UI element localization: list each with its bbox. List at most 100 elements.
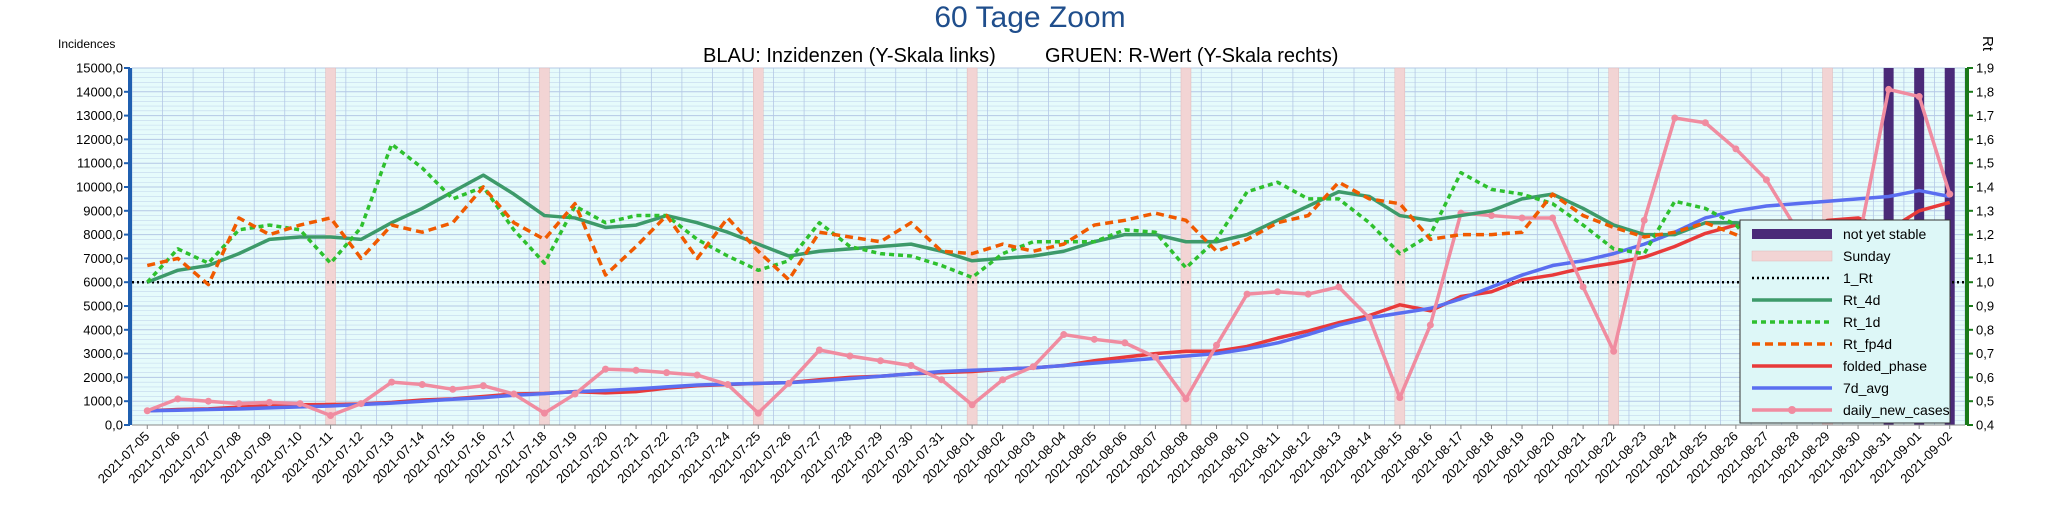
y-tick-label-right: 0,4 <box>1976 418 1994 433</box>
chart-subtitle-right: GRUEN: R-Wert (Y-Skala rechts) <box>1045 45 1338 67</box>
series-daily-new-cases-point <box>1243 290 1251 298</box>
series-daily-new-cases-point <box>1732 145 1740 153</box>
series-daily-new-cases-point <box>876 357 884 365</box>
y-tick-label-left: 11000,0 <box>77 156 123 171</box>
y-tick-label-right: 0,7 <box>1976 346 1994 361</box>
series-rt-1d-line <box>145 142 1952 308</box>
y-tick-label-right: 1,2 <box>1976 227 1994 242</box>
series-daily-new-cases-point <box>1090 335 1098 343</box>
series-daily-new-cases-point <box>1121 339 1129 347</box>
y-tick-label-left: 10000,0 <box>76 180 123 195</box>
series-daily-new-cases-point <box>938 376 946 384</box>
series-daily-new-cases-point <box>663 369 671 377</box>
y-tick-label-right: 1,1 <box>1976 251 1994 266</box>
series-daily-new-cases-point <box>1915 93 1923 101</box>
series-daily-new-cases-point <box>1365 314 1373 322</box>
series-daily-new-cases-point <box>1671 114 1679 122</box>
series-daily-new-cases-point <box>1396 394 1404 402</box>
y-tick-label-right: 1,7 <box>1976 108 1994 123</box>
legend-label: 7d_avg <box>1843 380 1889 396</box>
legend-label: Rt_4d <box>1843 292 1880 308</box>
sunday-band <box>1180 67 1192 426</box>
legend-label: 1_Rt <box>1843 270 1873 286</box>
series-daily-new-cases-line <box>146 87 1952 418</box>
series-daily-new-cases-point <box>479 382 487 390</box>
series-daily-new-cases-point <box>815 346 823 354</box>
y-tick-label-left: 0,0 <box>105 418 123 433</box>
y-axis-title-right: Rt <box>1979 36 1996 52</box>
series-daily-new-cases-point <box>235 400 243 408</box>
series-daily-new-cases-point <box>1335 283 1343 291</box>
chart-subtitle-left: BLAU: Inzidenzen (Y-Skala links) <box>703 45 996 67</box>
y-tick-label-left: 14000,0 <box>76 84 123 99</box>
y-tick-label-left: 3000,0 <box>83 346 123 361</box>
y-tick-label-left: 12000,0 <box>76 132 123 147</box>
series-daily-new-cases-point <box>1029 363 1037 371</box>
series-daily-new-cases-point <box>1182 395 1190 403</box>
y-axis-title-left: Incidences <box>58 37 115 51</box>
series-daily-new-cases-point <box>632 366 640 374</box>
legend-label: Sunday <box>1843 248 1890 264</box>
y-tick-label-left: 13000,0 <box>76 108 123 123</box>
series-daily-new-cases-point <box>1762 176 1770 184</box>
series-rt-fp4d-line <box>146 180 1952 300</box>
series-daily-new-cases-point <box>1426 321 1434 329</box>
y-tick-label-right: 1,5 <box>1976 156 1994 171</box>
chart-title: 60 Tage Zoom <box>934 1 1125 34</box>
y-tick-label-right: 1,9 <box>1976 61 1994 76</box>
y-tick-label-left: 2000,0 <box>83 370 123 385</box>
series-daily-new-cases-point <box>1946 190 1954 198</box>
legend-symbol-sunday <box>1751 250 1833 262</box>
series-daily-new-cases-point <box>204 397 212 405</box>
y-tick-label-right: 0,6 <box>1976 370 1994 385</box>
series-daily-new-cases-point <box>296 400 304 408</box>
y-tick-label-left: 4000,0 <box>83 322 123 337</box>
y-tick-label-left: 8000,0 <box>83 227 123 242</box>
legend-symbol-not-yet-stable <box>1752 229 1832 239</box>
y-tick-label-left: 1000,0 <box>83 394 123 409</box>
series-daily-new-cases-point <box>357 400 365 408</box>
series-daily-new-cases-point <box>785 379 793 387</box>
series-daily-new-cases-point <box>1213 341 1221 349</box>
y-tick-label-right: 0,9 <box>1976 299 1994 314</box>
series-daily-new-cases-point <box>1151 353 1159 361</box>
series-daily-new-cases-point <box>1274 288 1282 296</box>
y-tick-label-right: 1,8 <box>1976 84 1994 99</box>
y-tick-label-right: 1,4 <box>1976 180 1994 195</box>
series-daily-new-cases-point <box>1701 119 1709 127</box>
y-tick-label-right: 0,5 <box>1976 394 1994 409</box>
series-daily-new-cases-point <box>846 352 854 360</box>
y-tick-label-right: 0,8 <box>1976 322 1994 337</box>
series-daily-new-cases-point <box>754 409 762 417</box>
legend-label: Rt_fp4d <box>1843 336 1892 352</box>
legend-label: folded_phase <box>1843 358 1927 374</box>
series-daily-new-cases-point <box>449 385 457 393</box>
y-tick-label-right: 1,6 <box>1976 132 1994 147</box>
series-daily-new-cases-point <box>1610 347 1618 355</box>
series-daily-new-cases-point <box>510 390 518 398</box>
y-tick-label-left: 6000,0 <box>83 275 123 290</box>
sunday-band <box>1394 67 1406 426</box>
series-daily-new-cases-point <box>143 407 151 415</box>
series-daily-new-cases-point <box>1518 214 1526 222</box>
series-daily-new-cases-point <box>724 381 732 389</box>
legend-label: not yet stable <box>1843 226 1926 242</box>
legend-symbol-daily-new-cases-marker <box>1788 406 1796 414</box>
y-tick-label-left: 9000,0 <box>83 203 123 218</box>
series-daily-new-cases-point <box>693 371 701 379</box>
sunday-band <box>325 67 336 426</box>
y-tick-label-left: 7000,0 <box>83 251 123 266</box>
chart-legend: not yet stable Sunday 1_Rt Rt_4d Rt_1d Rt_fp4… <box>1739 219 1951 424</box>
series-daily-new-cases-point <box>999 376 1007 384</box>
sunday-band <box>539 67 550 426</box>
plot-area: 0,0 1000,0 2000,0 3000,0 4000,0 5000,0 6000,0 7… <box>76 61 1994 487</box>
series-daily-new-cases-point <box>1487 212 1495 220</box>
series-daily-new-cases-point <box>1304 290 1312 298</box>
y-tick-label-left: 15000,0 <box>76 61 123 76</box>
y-tick-label-right: 1,3 <box>1976 203 1994 218</box>
series-daily-new-cases-point <box>968 401 976 409</box>
series-daily-new-cases-point <box>602 365 610 373</box>
series-daily-new-cases-point <box>1549 214 1557 222</box>
y-tick-label-left: 5000,0 <box>83 299 123 314</box>
